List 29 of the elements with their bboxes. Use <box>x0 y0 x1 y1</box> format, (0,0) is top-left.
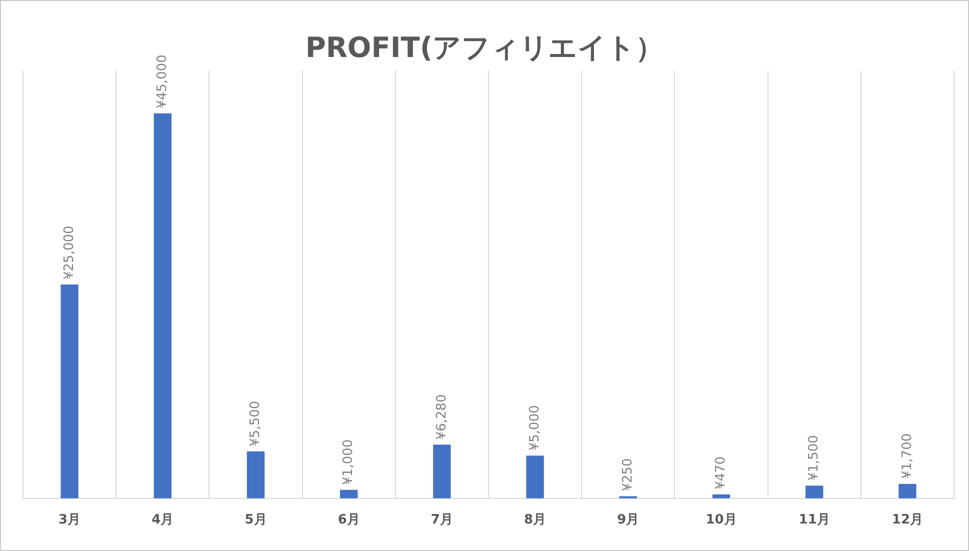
data-label: ¥5,000 <box>527 405 542 451</box>
bar <box>898 484 916 498</box>
bar <box>433 444 451 498</box>
data-label: ¥1,000 <box>341 439 356 485</box>
bar <box>60 284 78 498</box>
data-label: ¥1,700 <box>900 433 915 479</box>
bar <box>526 456 544 498</box>
bar <box>246 451 265 498</box>
bar <box>806 486 824 498</box>
data-label: ¥45,000 <box>155 54 170 108</box>
x-tick-label: 3月 <box>58 512 81 528</box>
x-tick-label: 8月 <box>524 512 546 528</box>
x-tick-label: 4月 <box>152 512 174 528</box>
x-tick-label: 10月 <box>706 512 737 528</box>
data-label: ¥470 <box>714 456 729 490</box>
data-label: ¥5,500 <box>248 400 264 446</box>
data-label: ¥25,000 <box>62 226 77 280</box>
x-tick-label: 7月 <box>430 512 453 528</box>
data-label: ¥250 <box>620 458 636 492</box>
x-tick-label: 9月 <box>617 512 640 528</box>
bar <box>154 113 172 498</box>
bar <box>340 490 358 498</box>
x-tick-label: 6月 <box>338 512 360 528</box>
x-tick-label: 11月 <box>798 512 830 528</box>
chart-title: PROFIT(アフィリエイト） <box>305 31 664 64</box>
x-tick-label: 5月 <box>244 512 267 528</box>
x-tick-label: 12月 <box>892 512 923 528</box>
data-label: ¥6,280 <box>434 394 450 440</box>
data-label: ¥1,500 <box>806 435 822 481</box>
